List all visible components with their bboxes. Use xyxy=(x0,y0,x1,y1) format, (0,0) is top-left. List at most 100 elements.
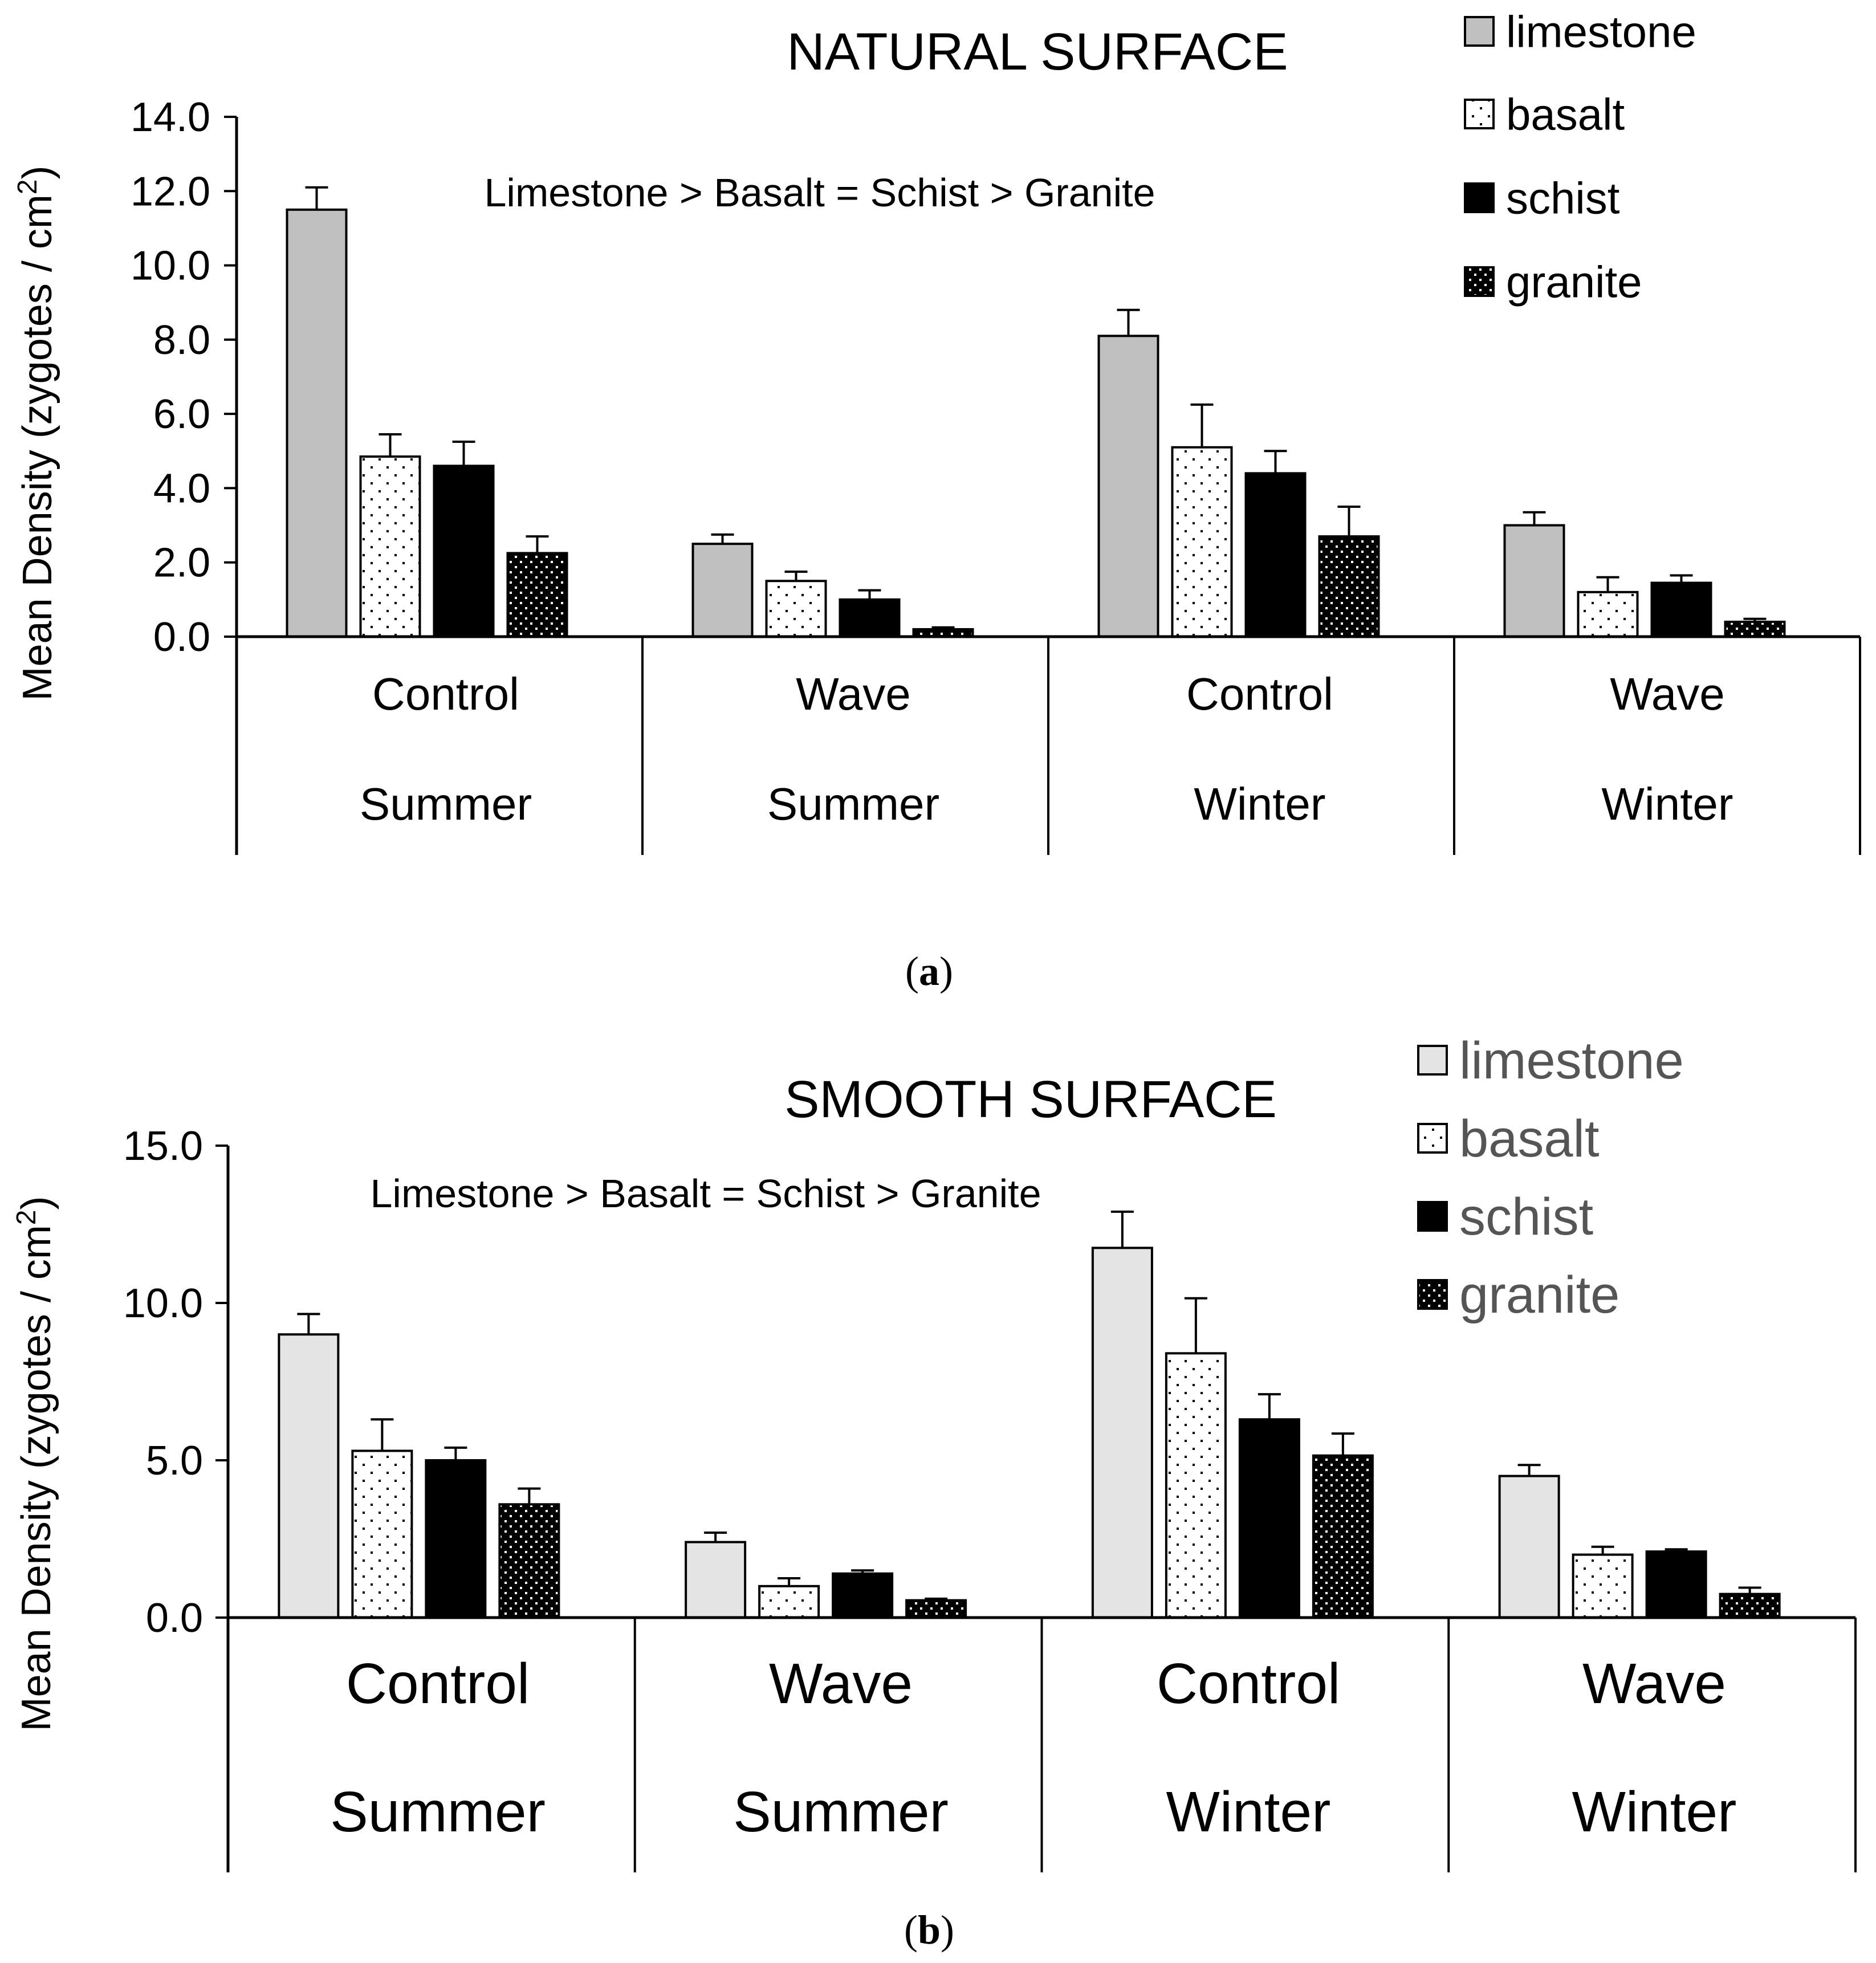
bar-basalt xyxy=(758,1585,820,1619)
legend-label-limestone: limestone xyxy=(1459,1032,1684,1090)
y-tick-label: 10.0 xyxy=(131,243,210,289)
category-season-label: Summer xyxy=(733,1780,949,1844)
category-season-label: Summer xyxy=(330,1780,546,1844)
y-tick-label: 2.0 xyxy=(153,540,210,586)
bar-limestone xyxy=(286,208,348,638)
chart-smooth-surface: SMOOTH SURFACE Limestone > Basalt = Schi… xyxy=(11,1032,1857,1953)
panel-label: (b) xyxy=(904,1907,954,1953)
bar-granite xyxy=(1312,1454,1374,1619)
y-tick-label: 6.0 xyxy=(153,392,210,437)
category-treatment-label: Control xyxy=(1157,1652,1340,1716)
bars xyxy=(286,208,1786,638)
axes xyxy=(226,1146,1857,1872)
panel-label-close: ) xyxy=(939,948,953,994)
ranking-annotation: Limestone > Basalt = Schist > Granite xyxy=(484,170,1155,215)
bar-basalt xyxy=(359,455,421,638)
panel-label-letter: a xyxy=(919,948,939,994)
bar-limestone xyxy=(691,543,754,638)
y-tick-label: 12.0 xyxy=(131,169,210,214)
panel-label-close: ) xyxy=(941,1907,954,1953)
legend-swatch-schist xyxy=(1464,182,1495,213)
legend-swatch-basalt xyxy=(1464,99,1495,129)
category-treatment-label: Wave xyxy=(1582,1652,1726,1716)
category-labels: Control Summer Wave Summer Control Winter Wave… xyxy=(330,1652,1736,1844)
legend-swatch-schist xyxy=(1417,1201,1448,1232)
y-axis-label: Mean Density (zygotes / cm2) xyxy=(13,166,61,701)
bar-limestone xyxy=(685,1541,747,1619)
bar-limestone xyxy=(1498,1475,1560,1619)
bar-limestone xyxy=(1503,524,1565,638)
bar-schist xyxy=(1238,1418,1300,1619)
y-axis-label-main: Mean Density (zygotes / cm xyxy=(14,1225,59,1731)
panel-label-open: ( xyxy=(904,1907,918,1953)
panel-label-open: ( xyxy=(905,948,919,994)
y-tick-label: 5.0 xyxy=(146,1438,203,1484)
bar-granite xyxy=(1318,535,1380,638)
legend-label-granite: granite xyxy=(1459,1266,1619,1324)
ranking-annotation: Limestone > Basalt = Schist > Granite xyxy=(370,1171,1041,1216)
bar-basalt xyxy=(351,1449,413,1619)
bars xyxy=(278,1247,1781,1619)
bar-granite xyxy=(905,1599,967,1619)
bar-schist xyxy=(1244,472,1307,638)
y-axis-ticks: 0.0 2.0 4.0 6.0 8.0 10.0 12.0 14.0 xyxy=(131,95,237,660)
bar-basalt xyxy=(1171,446,1233,638)
chart-title: NATURAL SURFACE xyxy=(787,23,1288,81)
bar-limestone xyxy=(278,1333,340,1619)
bar-schist xyxy=(1645,1550,1707,1619)
axes xyxy=(235,117,1861,855)
y-tick-label: 14.0 xyxy=(131,95,210,140)
bar-limestone xyxy=(1091,1247,1153,1619)
chart-title: SMOOTH SURFACE xyxy=(784,1070,1277,1129)
bar-basalt xyxy=(1165,1352,1227,1619)
y-tick-label: 0.0 xyxy=(146,1595,203,1641)
y-axis-label-sup: 2 xyxy=(11,1209,42,1225)
bar-schist xyxy=(1650,581,1712,638)
legend-swatch-granite xyxy=(1464,266,1495,297)
y-tick-label: 4.0 xyxy=(153,466,210,511)
bar-limestone xyxy=(1097,335,1159,638)
panel-label: (a) xyxy=(905,948,953,994)
legend-label-basalt: basalt xyxy=(1506,89,1625,139)
category-season-label: Winter xyxy=(1194,779,1325,829)
category-treatment-label: Control xyxy=(346,1652,530,1716)
category-treatment-label: Control xyxy=(1186,669,1333,719)
y-tick-label: 15.0 xyxy=(123,1123,203,1169)
category-season-label: Winter xyxy=(1572,1780,1737,1844)
category-season-label: Winter xyxy=(1601,779,1733,829)
bar-schist xyxy=(425,1459,487,1619)
y-axis-label-end: ) xyxy=(15,166,60,180)
y-tick-label: 0.0 xyxy=(153,614,210,660)
panel-label-letter: b xyxy=(918,1907,941,1953)
legend-label-granite: granite xyxy=(1506,256,1642,307)
legend-label-schist: schist xyxy=(1459,1188,1593,1246)
error-bars xyxy=(305,186,1767,629)
bar-basalt xyxy=(1572,1553,1634,1619)
y-axis-label: Mean Density (zygotes / cm2) xyxy=(11,1196,60,1732)
legend: limestone basalt schist granite xyxy=(1464,6,1696,307)
bar-basalt xyxy=(1577,590,1639,638)
legend-swatch-granite xyxy=(1417,1279,1448,1310)
y-tick-label: 8.0 xyxy=(153,317,210,363)
legend-swatch-limestone xyxy=(1417,1045,1448,1076)
legend-label-basalt: basalt xyxy=(1459,1110,1600,1168)
chart-natural-surface: NATURAL SURFACE Limestone > Basalt = Sch… xyxy=(13,6,1861,994)
bar-granite xyxy=(1719,1593,1781,1619)
category-treatment-label: Wave xyxy=(1610,669,1725,719)
y-tick-label: 10.0 xyxy=(123,1281,203,1326)
error-bars xyxy=(297,1210,1761,1600)
legend: limestone basalt schist granite xyxy=(1417,1032,1684,1324)
y-axis-label-end: ) xyxy=(14,1196,59,1210)
category-season-label: Winter xyxy=(1166,1780,1331,1844)
category-season-label: Summer xyxy=(767,779,939,829)
bar-schist xyxy=(433,465,495,638)
category-treatment-label: Wave xyxy=(769,1652,913,1716)
y-axis-label-main: Mean Density (zygotes / cm xyxy=(15,194,60,701)
legend-swatch-limestone xyxy=(1464,16,1495,47)
legend-label-limestone: limestone xyxy=(1506,6,1696,56)
category-treatment-label: Control xyxy=(372,669,519,719)
bar-basalt xyxy=(765,580,827,638)
category-season-label: Summer xyxy=(360,779,532,829)
y-axis-label-sup: 2 xyxy=(13,179,43,194)
